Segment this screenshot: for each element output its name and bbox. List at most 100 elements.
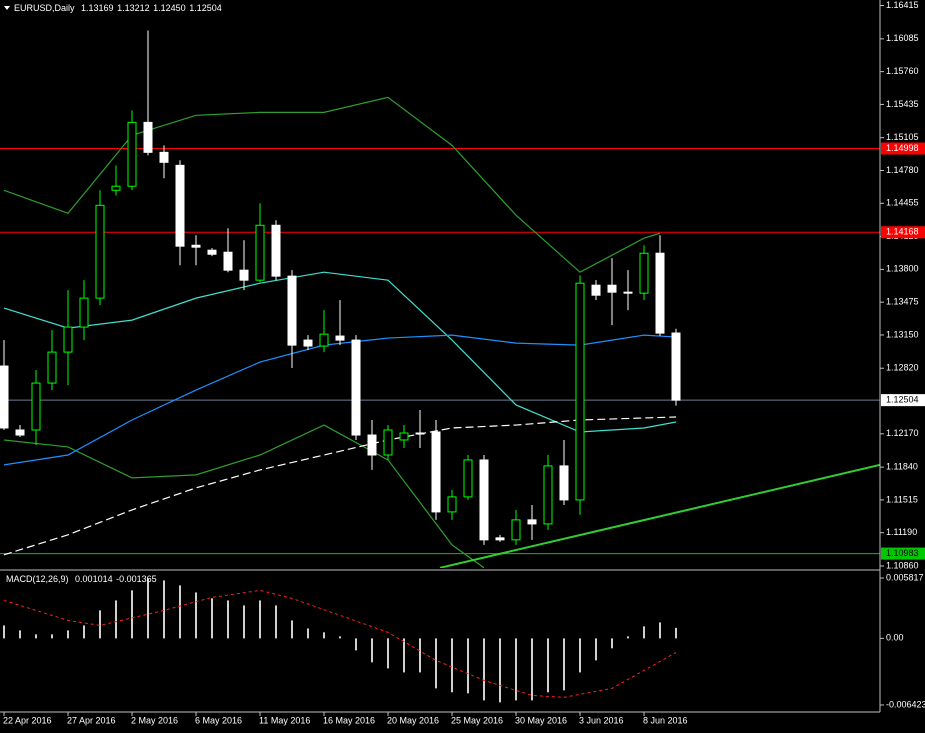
candle-body bbox=[559, 465, 569, 501]
y-tick-label: 0.00 bbox=[886, 633, 904, 643]
level-label: 1.14998 bbox=[886, 143, 919, 153]
candle-body bbox=[303, 339, 313, 347]
symbol-title: EURUSD,Daily bbox=[14, 3, 75, 13]
trend-line bbox=[439, 463, 880, 568]
indicator-line bbox=[3, 96, 661, 273]
candle-body bbox=[191, 244, 201, 248]
indicator-line bbox=[3, 416, 677, 556]
x-tick-label: 8 Jun 2016 bbox=[643, 715, 688, 725]
x-tick-label: 20 May 2016 bbox=[387, 715, 439, 725]
candle-body bbox=[175, 164, 185, 247]
candle-body bbox=[623, 291, 633, 294]
candle-body bbox=[15, 429, 25, 436]
candle-body bbox=[527, 519, 537, 525]
x-tick-label: 3 Jun 2016 bbox=[579, 715, 624, 725]
x-tick-label: 2 May 2016 bbox=[131, 715, 178, 725]
level-label: 1.14168 bbox=[886, 227, 919, 237]
macd-signal-value: -0.001365 bbox=[116, 574, 157, 584]
level-label-box bbox=[881, 547, 925, 560]
candle-body bbox=[607, 284, 617, 293]
candle-body bbox=[591, 284, 601, 296]
candle-body bbox=[575, 282, 585, 501]
y-tick-label: 1.13150 bbox=[886, 329, 919, 339]
y-tick-label: 1.13800 bbox=[886, 264, 919, 274]
candle-body bbox=[543, 465, 553, 525]
candle-body bbox=[319, 333, 329, 347]
indicator-line bbox=[3, 271, 677, 433]
y-tick-label: 1.16085 bbox=[886, 33, 919, 43]
candle-body bbox=[207, 249, 217, 255]
candle-body bbox=[671, 332, 681, 401]
x-tick-label: 6 May 2016 bbox=[195, 715, 242, 725]
level-label-box bbox=[881, 394, 925, 407]
y-tick-label: 1.13475 bbox=[886, 297, 919, 307]
price-panel bbox=[0, 30, 880, 568]
candle-body bbox=[399, 432, 409, 441]
y-tick-label: 0.005817 bbox=[886, 572, 924, 582]
candle-body bbox=[367, 434, 377, 456]
candle-body bbox=[415, 432, 425, 435]
level-label-box bbox=[881, 226, 925, 239]
x-tick-label: 16 May 2016 bbox=[323, 715, 375, 725]
candle-body bbox=[495, 537, 505, 541]
indicator-line bbox=[3, 424, 485, 568]
y-tick-label: 1.10860 bbox=[886, 560, 919, 570]
candle-body bbox=[639, 252, 649, 294]
candle-body bbox=[463, 459, 473, 498]
candle-body bbox=[111, 185, 121, 191]
y-tick-label: 1.14455 bbox=[886, 198, 919, 208]
candle-body bbox=[383, 429, 393, 456]
candle-body bbox=[335, 335, 345, 341]
candle-body bbox=[271, 224, 281, 277]
candle-body bbox=[31, 382, 41, 431]
candle-body bbox=[223, 251, 233, 271]
close-label: 1.12504 bbox=[189, 3, 222, 13]
candle-body bbox=[95, 204, 105, 299]
candle-body bbox=[127, 121, 137, 187]
y-tick-label: 1.15435 bbox=[886, 99, 919, 109]
x-tick-label: 30 May 2016 bbox=[515, 715, 567, 725]
x-tick-label: 22 Apr 2016 bbox=[3, 715, 52, 725]
macd-main-value: 0.001014 bbox=[75, 574, 113, 584]
candle-body bbox=[511, 519, 521, 541]
level-label: 1.10983 bbox=[886, 548, 919, 558]
macd-header: MACD(12,26,9) 0.001014 -0.001365 bbox=[6, 574, 157, 584]
y-tick-label: 1.15105 bbox=[886, 132, 919, 142]
macd-title: MACD(12,26,9) bbox=[6, 574, 69, 584]
open-label: 1.13169 bbox=[81, 3, 114, 13]
candle-body bbox=[655, 252, 665, 334]
level-label-box bbox=[881, 142, 925, 155]
candle-body bbox=[79, 297, 89, 328]
y-tick-label: 1.11190 bbox=[886, 527, 917, 537]
y-tick-label: 1.12820 bbox=[886, 363, 919, 373]
y-tick-label: 1.12170 bbox=[886, 428, 919, 438]
high-label: 1.13212 bbox=[117, 3, 150, 13]
candle-body bbox=[287, 275, 297, 346]
y-tick-label: -0.006423 bbox=[886, 699, 925, 709]
x-tick-label: 25 May 2016 bbox=[451, 715, 503, 725]
x-tick-label: 11 May 2016 bbox=[259, 715, 310, 725]
macd-panel bbox=[3, 578, 677, 703]
candle-body bbox=[143, 121, 153, 153]
candle-body bbox=[239, 269, 249, 281]
candle-body bbox=[0, 365, 9, 429]
candle-body bbox=[447, 496, 457, 513]
level-label: 1.12504 bbox=[886, 394, 919, 404]
menu-triangle[interactable] bbox=[4, 6, 10, 10]
y-tick-label: 1.14780 bbox=[886, 165, 919, 175]
candle-body bbox=[159, 151, 169, 163]
x-tick-label: 27 Apr 2016 bbox=[67, 715, 116, 725]
y-tick-label: 1.11515 bbox=[886, 494, 918, 504]
candle-body bbox=[351, 339, 361, 436]
y-tick-label: 1.16415 bbox=[886, 0, 919, 10]
chart-header: EURUSD,Daily 1.13169 1.13212 1.12450 1.1… bbox=[14, 3, 222, 13]
candle-body bbox=[63, 326, 73, 353]
low-label: 1.12450 bbox=[153, 3, 186, 13]
signal-line bbox=[3, 589, 677, 698]
candle-body bbox=[431, 431, 441, 513]
y-tick-label: 1.11840 bbox=[886, 461, 918, 471]
candle-body bbox=[255, 224, 265, 281]
